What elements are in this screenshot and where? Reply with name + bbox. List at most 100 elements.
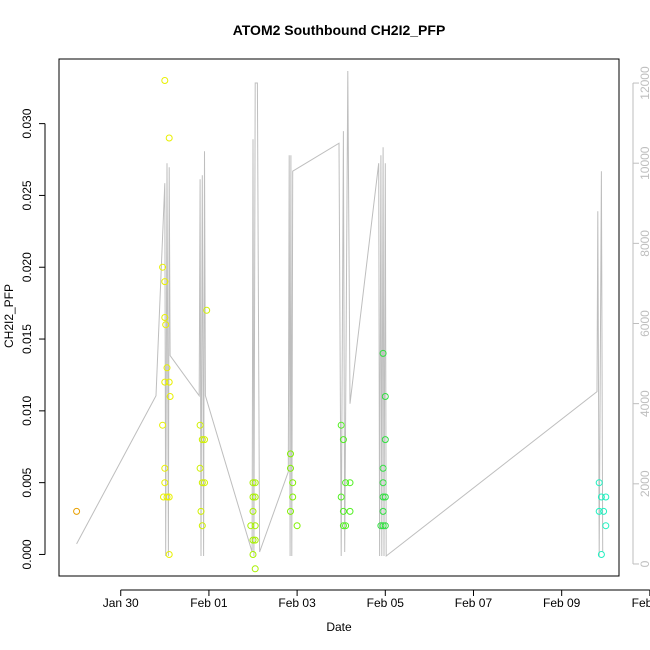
data-point: [196, 421, 204, 429]
data-point: [379, 493, 387, 501]
data-point: [161, 378, 169, 386]
y2-tick-label: 8000: [638, 230, 650, 257]
data-point: [198, 479, 206, 487]
data-point: [342, 479, 350, 487]
data-point: [381, 493, 389, 501]
x-tick-label: Jan 30: [103, 596, 139, 610]
data-point: [165, 378, 173, 386]
data-point: [595, 507, 603, 515]
data-point: [602, 493, 610, 501]
data-point: [339, 522, 347, 530]
data-point: [165, 134, 173, 142]
x-tick-label: Feb 03: [278, 596, 316, 610]
data-point: [287, 464, 294, 472]
data-point: [287, 450, 294, 458]
data-point: [339, 436, 347, 444]
plot-frame: [58, 58, 620, 577]
data-point: [165, 551, 173, 558]
y-tick-label: 0.000: [20, 539, 34, 569]
data-point: [249, 551, 257, 558]
y2-tick-label: 10000: [638, 146, 650, 180]
data-point: [337, 493, 345, 501]
x-tick-label: Feb 01: [190, 596, 228, 610]
chart-title: ATOM2 Southbound CH2I2_PFP: [233, 22, 446, 38]
data-point: [201, 436, 208, 444]
data-point: [161, 77, 169, 84]
data-point: [161, 278, 169, 286]
x-axis-label: Date: [326, 620, 352, 634]
data-point: [597, 493, 605, 501]
altitude-trace-layer: [76, 70, 604, 558]
data-point: [251, 565, 259, 573]
data-point: [379, 464, 387, 472]
data-point: [249, 536, 257, 544]
data-point: [289, 493, 297, 501]
data-point: [249, 479, 257, 487]
data-point: [162, 321, 170, 329]
y2-tick-label: 12000: [638, 66, 650, 100]
data-point: [379, 507, 387, 515]
data-point: [381, 393, 389, 400]
data-point: [251, 522, 259, 530]
x-tick-label: Feb 07: [455, 596, 493, 610]
data-point: [73, 507, 81, 515]
data-point: [379, 522, 387, 530]
y2-tick-label: 2000: [638, 470, 650, 497]
axes-layer: Jan 30 Feb 01 Feb 03 Feb 05 Feb 07 Feb 09 Feb …: [20, 66, 650, 610]
data-point: [159, 263, 167, 271]
data-point: [251, 493, 259, 501]
data-point: [600, 507, 608, 515]
data-point: [166, 393, 174, 400]
data-point: [287, 507, 294, 515]
x-tick-label: Feb 05: [367, 596, 405, 610]
data-point: [249, 493, 257, 501]
data-point: [381, 522, 389, 530]
data-point: [251, 536, 259, 544]
data-point: [165, 493, 173, 501]
data-point: [289, 479, 297, 487]
y-tick-label: 0.030: [20, 108, 34, 138]
data-point: [595, 479, 603, 487]
data-point: [159, 421, 167, 429]
y2-tick-label: 0: [638, 560, 650, 567]
data-point: [163, 364, 171, 372]
data-point: [163, 493, 171, 501]
y-tick-label: 0.005: [20, 467, 34, 497]
data-point: [379, 349, 387, 357]
data-point: [161, 464, 169, 472]
data-point: [161, 479, 169, 487]
data-point: [251, 479, 259, 487]
x-tick-label: Feb 09: [543, 596, 581, 610]
y-tick-label: 0.025: [20, 180, 34, 210]
y-tick-label: 0.020: [20, 252, 34, 282]
data-point: [203, 306, 211, 314]
altitude-line: [76, 70, 604, 558]
data-point: [346, 507, 354, 515]
data-point: [201, 479, 208, 487]
y-tick-label: 0.015: [20, 324, 34, 354]
y-tick-label: 0.010: [20, 396, 34, 426]
y2-tick-label: 6000: [638, 310, 650, 337]
y2-tick-label: 4000: [638, 390, 650, 417]
data-point: [198, 522, 206, 530]
data-point: [196, 464, 204, 472]
data-point: [197, 507, 205, 515]
data-point: [342, 522, 350, 530]
data-point: [293, 522, 301, 530]
data-point: [377, 522, 385, 530]
x-tick-label: Feb 11: [632, 596, 650, 610]
data-point: [381, 436, 389, 444]
data-point: [346, 479, 354, 487]
data-point: [161, 314, 169, 321]
data-point: [198, 436, 206, 444]
data-point: [249, 507, 257, 515]
data-point: [597, 551, 605, 558]
data-point: [379, 479, 387, 487]
data-points-layer: [73, 77, 610, 573]
data-point: [602, 522, 610, 530]
y-axis-label: CH2I2_PFP: [2, 284, 16, 348]
data-point: [339, 507, 347, 515]
data-point: [337, 421, 345, 429]
data-point: [247, 522, 255, 530]
